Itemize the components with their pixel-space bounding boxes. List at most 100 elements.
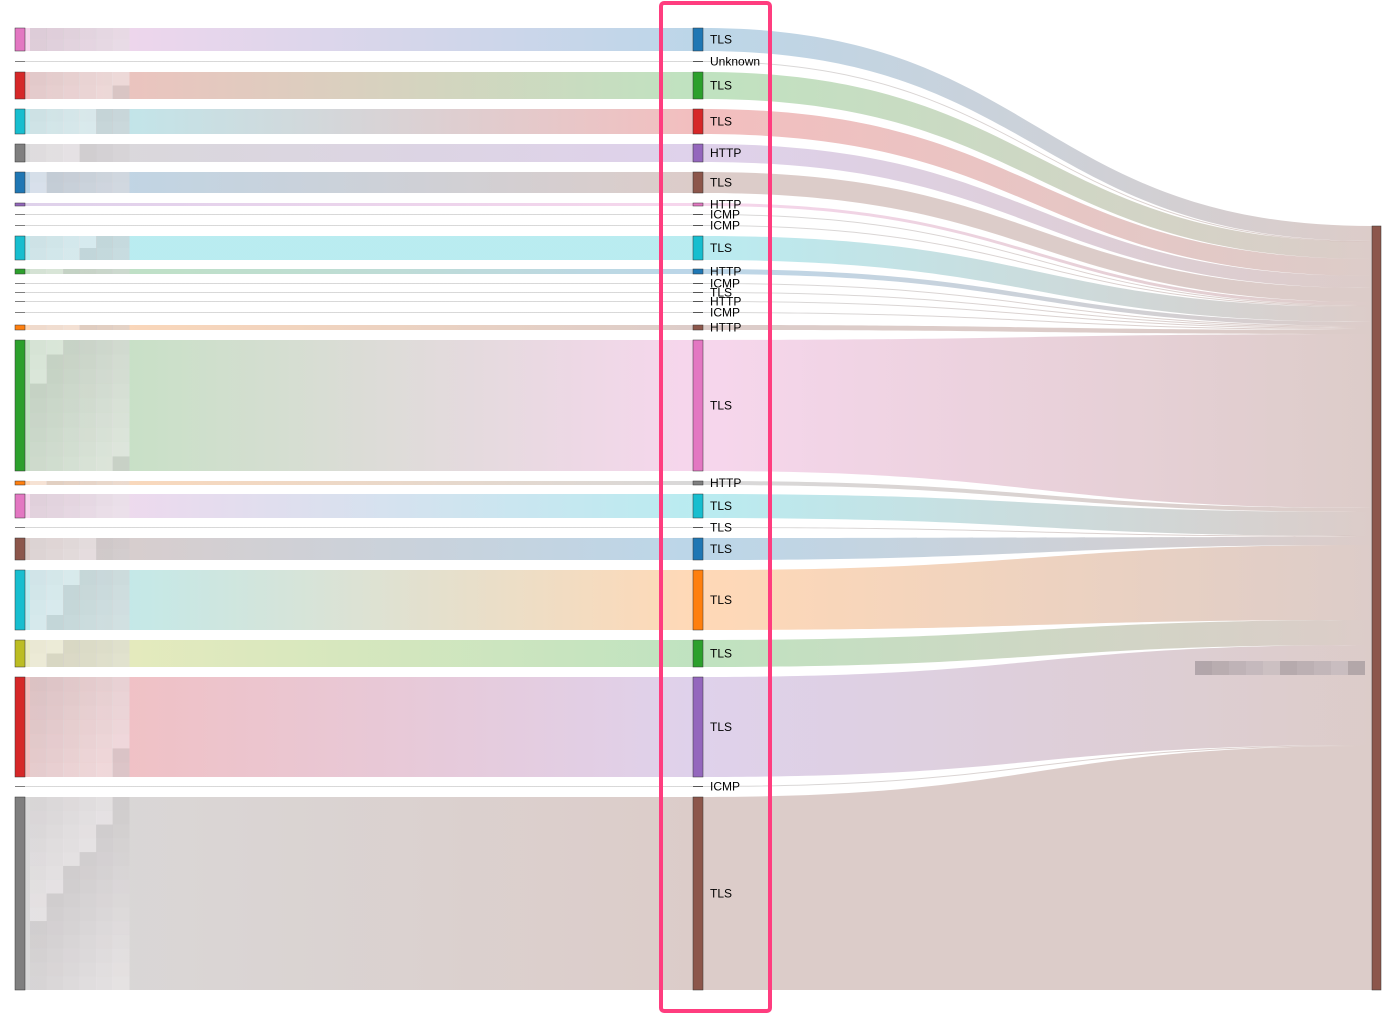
right-link [703, 28, 1372, 241]
redacted-block [112, 921, 130, 935]
redacted-block [46, 962, 64, 977]
redacted-block [30, 109, 47, 122]
redacted-block [112, 748, 130, 763]
protocol-label: TLS [710, 593, 732, 607]
redacted-block [1348, 661, 1365, 675]
redacted-block [96, 39, 113, 51]
redacted-block [112, 441, 130, 457]
redacted-block [63, 879, 80, 894]
protocol-label: TLS [710, 720, 732, 734]
redacted-block [30, 383, 47, 399]
redacted-block [63, 39, 80, 51]
redacted-block [96, 494, 113, 506]
source-node [15, 283, 25, 284]
redacted-block [30, 538, 47, 549]
redacted-block [96, 427, 113, 442]
redacted-block [63, 615, 80, 630]
redacted-block [96, 72, 113, 86]
redacted-block [79, 28, 97, 40]
redacted-block [63, 398, 80, 413]
redacted-block [112, 72, 130, 86]
protocol-node [693, 61, 703, 62]
redacted-block [63, 72, 80, 86]
redacted-block [79, 653, 97, 667]
redacted-block [46, 72, 64, 86]
redacted-block [96, 538, 113, 549]
redacted-block [96, 907, 113, 922]
left-link [25, 61, 693, 62]
redacted-block [63, 369, 80, 384]
redacted-block [30, 340, 47, 355]
redacted-block [63, 325, 80, 330]
redacted-block [96, 269, 113, 274]
redacted-block [96, 921, 113, 935]
source-node [14, 796, 26, 991]
redacted-block [96, 865, 113, 880]
redacted-block [30, 441, 47, 457]
redacted-block [63, 934, 80, 949]
redacted-block [79, 748, 97, 763]
redacted-block [96, 962, 113, 977]
redacted-block [79, 810, 97, 825]
redacted-block [79, 538, 97, 549]
redacted-block [112, 615, 130, 630]
right-link [703, 746, 1372, 990]
redacted-block [30, 921, 47, 935]
protocol-node [692, 71, 704, 100]
redacted-block [30, 85, 47, 99]
redacted-block [30, 182, 47, 193]
redacted-block [46, 412, 64, 428]
redacted-block [63, 734, 80, 749]
redacted-block [96, 248, 113, 260]
redacted-block [96, 615, 113, 630]
redacted-block [46, 121, 64, 134]
redacted-block [79, 481, 97, 485]
redacted-block [63, 810, 80, 825]
protocol-node [692, 639, 704, 668]
left-link [25, 527, 693, 528]
left-link [25, 325, 693, 330]
protocol-node [693, 527, 703, 528]
redacted-block [30, 748, 47, 763]
protocol-label: TLS [710, 176, 732, 190]
left-link [25, 28, 693, 51]
redacted-block [63, 691, 80, 706]
redacted-block [112, 549, 130, 560]
redacted-block [112, 383, 130, 399]
protocol-node [693, 214, 703, 215]
redacted-block [46, 734, 64, 749]
redacted-block [1297, 661, 1314, 675]
redacted-block [79, 441, 97, 457]
protocol-label: TLS [710, 33, 732, 47]
redacted-block [63, 456, 80, 471]
redacted-block [30, 824, 47, 839]
redacted-block [79, 762, 97, 777]
redacted-block [96, 340, 113, 355]
redacted-block [46, 109, 64, 122]
redacted-block [112, 934, 130, 949]
redacted-block [112, 494, 130, 506]
right-link [703, 283, 1372, 327]
redacted-block [79, 398, 97, 413]
protocol-label: TLS [710, 286, 732, 300]
redacted-block [30, 72, 47, 86]
redacted-block [96, 640, 113, 654]
redacted-block [112, 427, 130, 442]
redacted-block [79, 838, 97, 853]
redacted-block [112, 865, 130, 880]
redacted-block [79, 325, 97, 330]
redacted-block [46, 494, 64, 506]
protocol-node [693, 225, 703, 226]
left-link [25, 203, 693, 206]
right-links [703, 28, 1372, 990]
redacted-block [96, 948, 113, 963]
redacted-block [46, 85, 64, 99]
redacted-block [63, 907, 80, 922]
source-node [14, 324, 26, 331]
redacted-block [96, 182, 113, 193]
right-link [703, 225, 1372, 307]
redacted-block [96, 677, 113, 692]
redacted-block [112, 962, 130, 977]
redacted-block [79, 719, 97, 735]
redacted-block [96, 109, 113, 122]
